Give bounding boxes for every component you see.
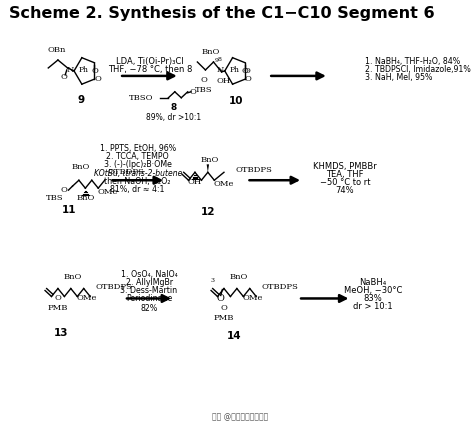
Text: MeOH, −30°C: MeOH, −30°C bbox=[344, 286, 402, 295]
Text: 82%: 82% bbox=[140, 304, 158, 313]
Text: 2. AllylMgBr: 2. AllylMgBr bbox=[126, 278, 173, 287]
Text: 10: 10 bbox=[229, 96, 243, 106]
Text: 9: 9 bbox=[215, 58, 219, 63]
Text: TBS: TBS bbox=[195, 86, 213, 94]
Text: Ph: Ph bbox=[229, 66, 239, 74]
Text: TBS: TBS bbox=[46, 194, 64, 202]
Text: 14: 14 bbox=[226, 331, 241, 341]
Text: LDA, Ti(Oi-Pr)₃Cl: LDA, Ti(Oi-Pr)₃Cl bbox=[116, 57, 183, 67]
Text: 3: 3 bbox=[210, 278, 215, 283]
Text: OH: OH bbox=[188, 178, 202, 186]
Text: 74%: 74% bbox=[336, 186, 354, 195]
Text: 3. NaH, MeI, 95%: 3. NaH, MeI, 95% bbox=[365, 73, 432, 83]
Text: PMB: PMB bbox=[48, 305, 68, 312]
Text: 8: 8 bbox=[218, 57, 222, 62]
Text: O: O bbox=[189, 88, 196, 96]
Text: O: O bbox=[61, 73, 68, 81]
Text: BnO: BnO bbox=[71, 163, 90, 172]
Text: TEA, THF: TEA, THF bbox=[326, 170, 364, 179]
Text: 知乎 @化学领域前沿文献: 知乎 @化学领域前沿文献 bbox=[212, 412, 268, 421]
Text: O: O bbox=[220, 305, 228, 312]
Text: 89%, dr >10:1: 89%, dr >10:1 bbox=[146, 113, 201, 122]
Text: BnO: BnO bbox=[229, 273, 248, 281]
Text: 1. PPTS, EtOH, 96%: 1. PPTS, EtOH, 96% bbox=[100, 144, 176, 153]
Text: then NaOH, H₂O₂: then NaOH, H₂O₂ bbox=[104, 177, 171, 186]
Text: 2. TCCA, TEMPO: 2. TCCA, TEMPO bbox=[106, 152, 169, 161]
Text: OTBDPS: OTBDPS bbox=[261, 283, 298, 291]
Text: 81%, dr ≈ 4:1: 81%, dr ≈ 4:1 bbox=[110, 184, 165, 194]
Text: O: O bbox=[91, 67, 98, 75]
Text: OMe: OMe bbox=[243, 295, 263, 302]
Text: 13: 13 bbox=[54, 328, 68, 338]
Text: 11: 11 bbox=[62, 205, 76, 215]
Text: O: O bbox=[245, 75, 252, 83]
Polygon shape bbox=[207, 164, 209, 172]
Text: NaBH₄: NaBH₄ bbox=[359, 278, 387, 287]
Text: 9: 9 bbox=[78, 95, 85, 105]
Text: THF, −78 °C, then 8: THF, −78 °C, then 8 bbox=[108, 65, 192, 74]
Text: KHMDS, PMBBr: KHMDS, PMBBr bbox=[313, 162, 377, 171]
Text: OTBDPS: OTBDPS bbox=[95, 283, 132, 291]
Text: OMe: OMe bbox=[214, 180, 234, 188]
Text: OH: OH bbox=[216, 77, 230, 85]
Text: BnO: BnO bbox=[201, 156, 219, 164]
Text: KOtBu, ιtrans-2-butene: KOtBu, ιtrans-2-butene bbox=[93, 169, 182, 178]
Text: BnO: BnO bbox=[201, 48, 219, 56]
Text: TBSO: TBSO bbox=[129, 94, 154, 102]
Text: O: O bbox=[61, 186, 68, 194]
Text: O: O bbox=[201, 76, 207, 84]
Text: Periodinane: Periodinane bbox=[126, 294, 172, 303]
Text: O: O bbox=[94, 75, 101, 83]
Text: OTBDPS: OTBDPS bbox=[108, 168, 145, 176]
Text: OTBDPS: OTBDPS bbox=[235, 166, 272, 174]
Text: O: O bbox=[243, 67, 250, 75]
Text: −50 °C to rt: −50 °C to rt bbox=[319, 178, 370, 187]
Text: 3. (-)-(Ipc)₂B·OMe: 3. (-)-(Ipc)₂B·OMe bbox=[104, 160, 172, 169]
Text: OMe: OMe bbox=[77, 295, 97, 302]
Text: OMe: OMe bbox=[98, 188, 118, 196]
Text: Scheme 2. Synthesis of the C1−C10 Segment 6: Scheme 2. Synthesis of the C1−C10 Segmen… bbox=[9, 6, 434, 21]
Text: 2. TBDPSCl, Imidazole,91%: 2. TBDPSCl, Imidazole,91% bbox=[365, 65, 471, 74]
Text: N: N bbox=[217, 66, 224, 74]
Text: 83%: 83% bbox=[364, 294, 383, 303]
Text: BnO: BnO bbox=[76, 194, 94, 202]
Text: OBn: OBn bbox=[47, 46, 65, 54]
Text: dr > 10:1: dr > 10:1 bbox=[353, 302, 393, 311]
Text: 8: 8 bbox=[170, 103, 176, 112]
Text: 1. NaBH₄, THF-H₂O, 84%: 1. NaBH₄, THF-H₂O, 84% bbox=[365, 57, 460, 67]
Text: O: O bbox=[242, 67, 249, 75]
Text: BnO: BnO bbox=[63, 273, 82, 281]
Text: O: O bbox=[55, 295, 61, 302]
Text: 12: 12 bbox=[201, 207, 215, 217]
Text: 1. OsO₄, NaIO₄: 1. OsO₄, NaIO₄ bbox=[121, 270, 177, 279]
Text: 3. Dess-Martin: 3. Dess-Martin bbox=[120, 286, 178, 295]
Text: Ph: Ph bbox=[79, 66, 89, 74]
Text: N: N bbox=[66, 66, 74, 74]
Text: O: O bbox=[217, 294, 225, 303]
Text: PMB: PMB bbox=[214, 314, 234, 322]
